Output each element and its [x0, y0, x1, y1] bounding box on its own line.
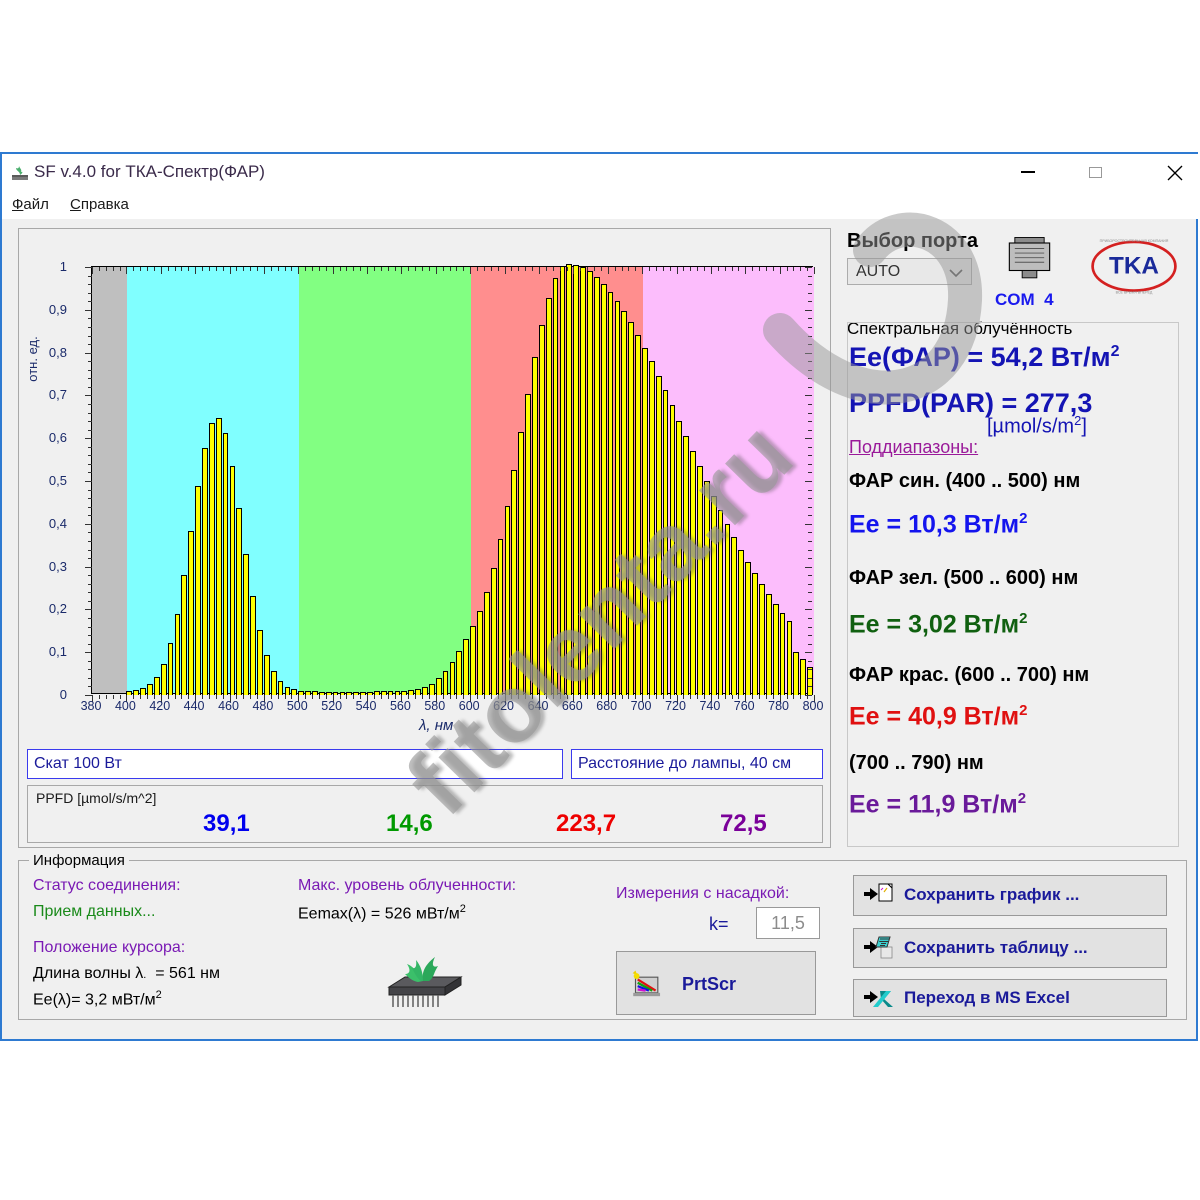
svg-text:ПРИБОРОСТРОИТЕЛЬНАЯ КОМПАНИЯ: ПРИБОРОСТРОИТЕЛЬНАЯ КОМПАНИЯ: [1100, 239, 1169, 243]
svg-text:ВСЕ ВРЕМЯ ВПЕРЁД: ВСЕ ВРЕМЯ ВПЕРЁД: [1116, 290, 1153, 294]
svg-text:TKA: TKA: [1109, 252, 1159, 279]
